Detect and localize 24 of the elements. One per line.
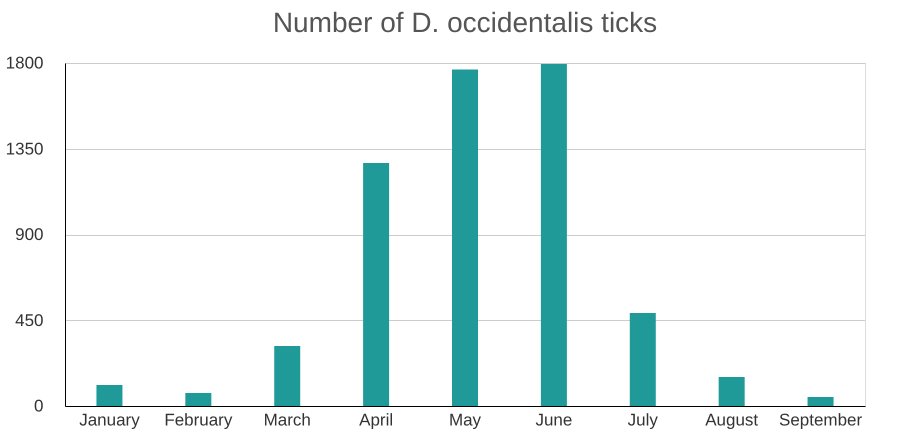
x-tick-label: January — [79, 410, 140, 430]
bar — [540, 64, 567, 406]
bar — [718, 377, 745, 406]
x-tick-label: May — [448, 410, 482, 430]
y-tick-label: 1800 — [6, 54, 44, 72]
bar — [274, 346, 300, 406]
x-tick-label: July — [628, 410, 658, 430]
bar — [185, 393, 212, 406]
chart-title: Number of D. occidentalis ticks — [272, 7, 658, 38]
x-tick-label: February — [164, 410, 233, 430]
bar — [808, 397, 834, 406]
x-tick-label: April — [359, 410, 394, 430]
x-tick-label: September — [778, 410, 862, 430]
y-tick-label: 0 — [34, 396, 44, 416]
y-tick-label: 450 — [15, 310, 44, 330]
x-tick-label: June — [535, 410, 572, 430]
x-tick-label: March — [264, 410, 311, 430]
y-tick-label: 900 — [15, 225, 44, 244]
bar — [452, 69, 478, 406]
bar — [363, 163, 390, 406]
bar — [630, 313, 656, 406]
bar — [96, 385, 122, 406]
x-tick-label: August — [705, 410, 758, 430]
y-tick-label: 1350 — [6, 139, 44, 158]
